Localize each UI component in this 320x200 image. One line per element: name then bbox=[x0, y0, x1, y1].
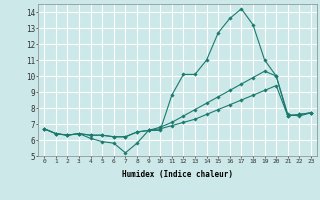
X-axis label: Humidex (Indice chaleur): Humidex (Indice chaleur) bbox=[122, 170, 233, 179]
